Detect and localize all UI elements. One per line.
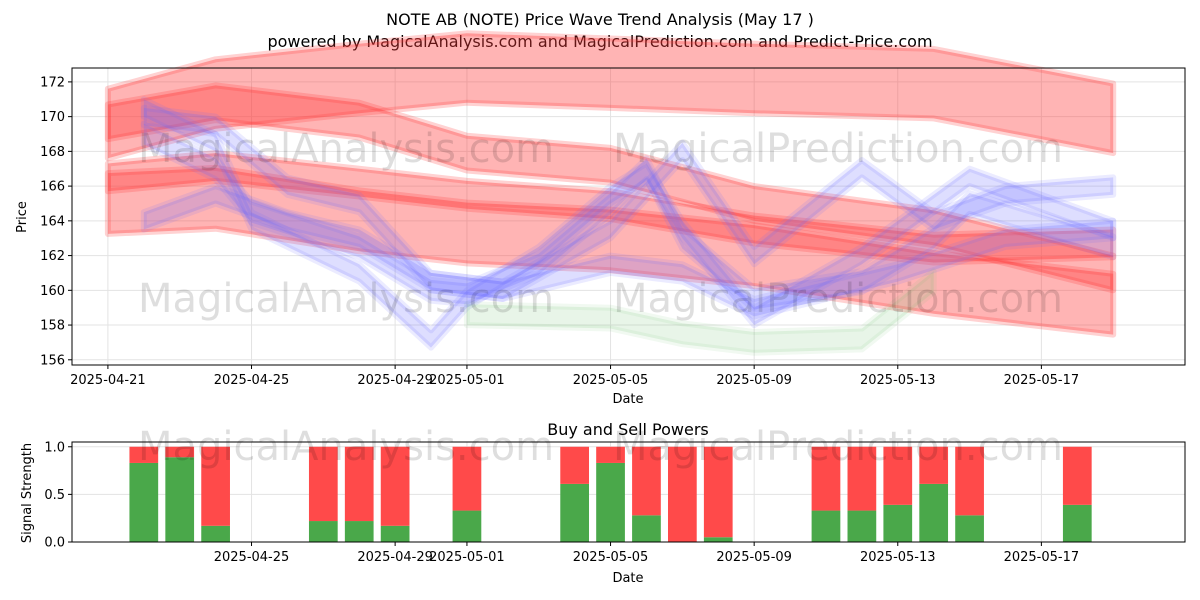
price-x-tick-label: 2025-04-29: [357, 373, 433, 388]
power-y-tick-label: 0.5: [44, 488, 65, 503]
buy-bar: [1062, 504, 1092, 542]
power-bars: [129, 446, 1092, 542]
sell-bar: [811, 446, 841, 511]
price-x-tick-label: 2025-05-13: [860, 373, 936, 388]
buy-bar: [308, 521, 338, 542]
price-watermarks: MagicalAnalysis.com MagicalPrediction.com…: [138, 126, 1063, 322]
power-plot-frame: [71, 441, 1186, 543]
price-x-tick-label: 2025-04-21: [70, 373, 146, 388]
price-band-red-0: [104, 30, 1117, 162]
power-x-tick-label: 2025-05-01: [429, 550, 505, 565]
power-y-label: Signal Strength: [20, 443, 35, 543]
buy-bar: [344, 521, 374, 542]
sell-bar: [703, 446, 733, 538]
price-y-tick-label: 172: [40, 75, 65, 90]
sell-bar: [201, 446, 230, 526]
price-band-blue-7: [140, 104, 1117, 302]
price-x-label: Date: [612, 392, 643, 407]
price-band-red-3: [104, 164, 1117, 338]
buy-bar: [452, 510, 482, 542]
price-chart: MagicalAnalysis.com MagicalPrediction.com…: [15, 30, 1186, 407]
price-x-tick-label: 2025-04-25: [214, 373, 290, 388]
power-x-tick-label: 2025-05-05: [573, 550, 649, 565]
price-x-ticks: 2025-04-21 2025-04-25 2025-04-292025-05-01…: [70, 365, 1079, 388]
buy-bar: [811, 510, 841, 542]
power-x-label: Date: [612, 571, 643, 586]
price-band-blue-4: [140, 96, 1117, 351]
price-band-red-1: [104, 82, 1117, 294]
power-x-tick-label: 2025-05-09: [716, 550, 792, 565]
price-band-blue-5: [140, 120, 1117, 313]
buy-bar: [165, 457, 195, 542]
sell-bar: [452, 446, 482, 511]
price-x-tick-label: 2025-05-09: [716, 373, 792, 388]
price-bands: [104, 30, 1117, 356]
price-plot-frame: [71, 67, 1186, 366]
buy-bar: [596, 462, 625, 542]
price-watermark: MagicalPrediction.com: [613, 126, 1063, 172]
power-title: Buy and Sell Powers: [547, 420, 709, 439]
sell-bar: [165, 446, 195, 458]
buy-bar: [632, 515, 661, 542]
price-y-ticks: 156 158 160 162 164 166 168 170 172: [40, 75, 72, 368]
price-x-tick-label: 2025-05-17: [1004, 373, 1080, 388]
price-band-red-2: [104, 150, 1117, 266]
price-y-tick-label: 170: [40, 110, 65, 125]
chart-title: NOTE AB (NOTE) Price Wave Trend Analysis…: [386, 10, 814, 29]
price-grid: [72, 68, 1185, 365]
price-y-tick-label: 156: [40, 353, 65, 368]
price-band-green-8: [463, 268, 937, 356]
buy-bar: [380, 525, 410, 542]
power-y-ticks: 0.0 0.5 1.0: [44, 440, 72, 551]
sell-bar: [632, 446, 661, 516]
chart-subtitle: powered by MagicalAnalysis.com and Magic…: [267, 32, 932, 51]
price-y-tick-label: 166: [40, 180, 65, 195]
sell-bar: [919, 446, 949, 484]
power-x-tick-label: 2025-05-13: [860, 550, 936, 565]
buy-bar: [847, 510, 877, 542]
price-x-tick-label: 2025-05-01: [429, 373, 505, 388]
price-band-blue-6: [140, 183, 1117, 320]
power-x-tick-label: 2025-04-29: [357, 550, 433, 565]
price-watermark: MagicalPrediction.com: [613, 276, 1063, 322]
sell-bar: [596, 446, 625, 463]
buy-bar: [703, 537, 733, 542]
buy-bar: [129, 462, 159, 542]
power-chart: Buy and Sell Powers MagicalAnalysis.com M…: [20, 420, 1186, 586]
sell-bar: [308, 446, 338, 522]
power-watermark: MagicalPrediction.com: [613, 424, 1063, 470]
power-x-tick-label: 2025-04-25: [214, 550, 290, 565]
sell-bar: [667, 446, 697, 542]
power-watermarks: MagicalAnalysis.com MagicalPrediction.com: [138, 424, 1063, 470]
power-y-tick-label: 1.0: [44, 440, 65, 455]
power-watermark: MagicalAnalysis.com: [138, 424, 554, 470]
power-x-tick-label: 2025-05-17: [1004, 550, 1080, 565]
sell-bar: [129, 446, 159, 463]
sell-bar: [1062, 446, 1092, 505]
sell-bar: [380, 446, 410, 526]
price-y-tick-label: 160: [40, 284, 65, 299]
price-y-label: Price: [15, 201, 30, 233]
buy-bar: [560, 483, 590, 542]
price-y-tick-label: 162: [40, 249, 65, 264]
sell-bar: [344, 446, 374, 522]
sell-bar: [955, 446, 984, 516]
price-x-tick-label: 2025-05-05: [573, 373, 649, 388]
buy-bar: [919, 483, 949, 542]
sell-bar: [847, 446, 877, 511]
sell-bar: [560, 446, 590, 484]
buy-bar: [955, 515, 984, 542]
price-y-tick-label: 158: [40, 319, 65, 334]
sell-bar: [883, 446, 913, 505]
price-y-tick-label: 164: [40, 214, 65, 229]
price-watermark: MagicalAnalysis.com: [138, 126, 554, 172]
price-y-tick-label: 168: [40, 145, 65, 160]
power-y-tick-label: 0.0: [44, 536, 65, 551]
buy-bar: [883, 504, 913, 542]
buy-bar: [201, 525, 230, 542]
price-watermark: MagicalAnalysis.com: [138, 276, 554, 322]
